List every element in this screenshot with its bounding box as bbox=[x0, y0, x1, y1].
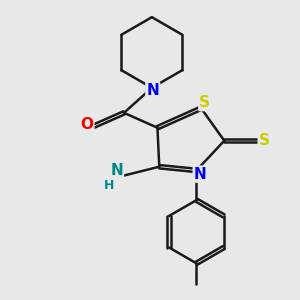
Text: O: O bbox=[80, 117, 93, 132]
Text: H: H bbox=[104, 179, 114, 192]
Text: S: S bbox=[199, 95, 210, 110]
Text: N: N bbox=[110, 163, 123, 178]
Text: N: N bbox=[146, 83, 159, 98]
Text: S: S bbox=[259, 133, 270, 148]
Text: N: N bbox=[194, 167, 206, 182]
